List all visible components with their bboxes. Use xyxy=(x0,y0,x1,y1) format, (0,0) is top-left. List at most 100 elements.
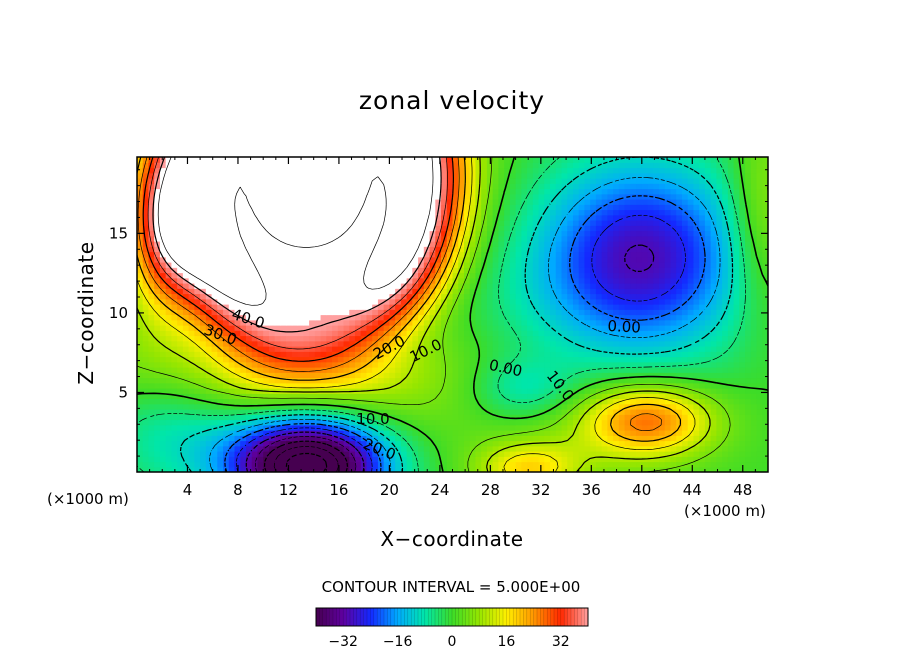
colorbar-swatch xyxy=(339,608,344,626)
contour-line xyxy=(157,157,434,306)
y-tick-label: 15 xyxy=(109,224,128,242)
contour-line xyxy=(235,214,686,472)
colorbar-swatch xyxy=(350,608,354,626)
colorbar-swatch xyxy=(571,608,575,626)
colorbar: −32 −16 0 16 32 xyxy=(315,607,589,650)
contour-line xyxy=(152,157,442,333)
colorbar-swatch xyxy=(445,608,449,626)
colorbar-swatch xyxy=(462,608,466,626)
colorbar-swatch xyxy=(584,608,589,626)
colorbar-swatch xyxy=(411,608,415,626)
x-tick-label: 40 xyxy=(632,481,651,499)
colorbar-tick-label: −32 xyxy=(328,634,358,650)
colorbar-swatch xyxy=(390,608,395,626)
y-tick-label: 10 xyxy=(109,304,128,322)
colorbar-swatch xyxy=(353,608,358,626)
contour-label: 10.0 xyxy=(356,410,389,428)
colorbar-swatch xyxy=(516,608,521,626)
colorbar-swatch xyxy=(377,608,381,626)
colorbar-swatch xyxy=(394,608,398,626)
x-tick-label: 20 xyxy=(380,481,399,499)
contour-line xyxy=(209,177,721,472)
colorbar-swatch xyxy=(564,608,568,626)
colorbar-swatch xyxy=(401,608,405,626)
colorbar-swatch xyxy=(319,608,324,626)
colorbar-swatch xyxy=(346,608,351,626)
colorbar-swatch xyxy=(489,608,494,626)
y-axis-label: Z−coordinate xyxy=(74,241,98,385)
x-unit-left: (×1000 m) xyxy=(47,490,129,508)
x-tick-label: 16 xyxy=(329,481,348,499)
x-unit-right: (×1000 m) xyxy=(684,502,766,520)
colorbar-swatch xyxy=(506,608,511,626)
colorbar-swatch xyxy=(503,608,507,626)
colorbar-swatch xyxy=(533,608,538,626)
colorbar-swatch xyxy=(550,608,555,626)
colorbar-swatch xyxy=(486,608,490,626)
colorbar-swatch xyxy=(537,608,541,626)
colorbar-swatch xyxy=(492,608,497,626)
colorbar-swatch xyxy=(326,608,330,626)
x-tick-label: 4 xyxy=(183,481,193,499)
colorbar-swatch xyxy=(360,608,364,626)
colorbar-swatch xyxy=(407,608,412,626)
contour-line xyxy=(137,157,768,472)
x-tick-label: 48 xyxy=(733,481,752,499)
colorbar-swatch xyxy=(543,608,548,626)
colorbar-swatch xyxy=(441,608,446,626)
x-tick-label: 36 xyxy=(582,481,601,499)
colorbar-swatch xyxy=(438,608,443,626)
x-tick-label: 32 xyxy=(531,481,550,499)
colorbar-swatch xyxy=(455,608,460,626)
colorbar-swatch xyxy=(316,608,320,626)
contour-line xyxy=(137,157,746,472)
contour-line xyxy=(224,195,706,472)
contour-line xyxy=(255,436,357,472)
colorbar-swatch xyxy=(363,608,368,626)
chart-title: zonal velocity xyxy=(358,86,546,115)
contour-label: 0.00 xyxy=(607,317,641,337)
colorbar-swatch xyxy=(475,608,480,626)
colorbar-swatch xyxy=(343,608,347,626)
colorbar-swatch xyxy=(479,608,483,626)
colorbar-swatch xyxy=(581,608,585,626)
colorbar-swatch xyxy=(560,608,565,626)
colorbar-swatch xyxy=(404,608,409,626)
colorbar-swatch xyxy=(333,608,337,626)
contour-line xyxy=(137,157,662,431)
colorbar-swatch xyxy=(428,608,432,626)
colorbar-swatch xyxy=(367,608,371,626)
colorbar-swatch xyxy=(373,608,378,626)
colorbar-swatch xyxy=(397,608,402,626)
colorbar-swatch xyxy=(435,608,439,626)
colorbar-swatch xyxy=(557,608,562,626)
contour-interval-text: CONTOUR INTERVAL = 5.000E+00 xyxy=(0,578,904,596)
colorbar-swatch xyxy=(530,608,534,626)
colorbar-swatch xyxy=(370,608,375,626)
colorbar-swatch xyxy=(336,608,341,626)
colorbar-tick-label: 0 xyxy=(448,634,457,650)
colorbar-swatch xyxy=(496,608,500,626)
colorbar-swatch xyxy=(520,608,524,626)
colorbar-swatch xyxy=(380,608,385,626)
colorbar-swatch xyxy=(329,608,334,626)
x-tick-label: 8 xyxy=(233,481,243,499)
contour-lines xyxy=(137,157,768,472)
y-axis-ticks: 5 10 15 xyxy=(109,169,768,457)
colorbar-swatch xyxy=(465,608,470,626)
contour-line xyxy=(137,157,681,442)
colorbar-swatch xyxy=(421,608,426,626)
colorbar-swatch xyxy=(513,608,517,626)
colorbar-tick-label: −16 xyxy=(383,634,413,650)
colorbar-swatch xyxy=(554,608,558,626)
colorbar-swatch xyxy=(458,608,463,626)
colorbar-tick-label: 32 xyxy=(552,634,570,650)
colorbar-swatch xyxy=(424,608,429,626)
contour-line xyxy=(142,157,454,362)
contour-line xyxy=(245,244,655,472)
contour-line xyxy=(137,157,768,472)
contour-line xyxy=(179,157,734,472)
colorbar-swatch xyxy=(574,608,579,626)
contour-line xyxy=(273,446,339,472)
colorbar-swatch xyxy=(509,608,514,626)
